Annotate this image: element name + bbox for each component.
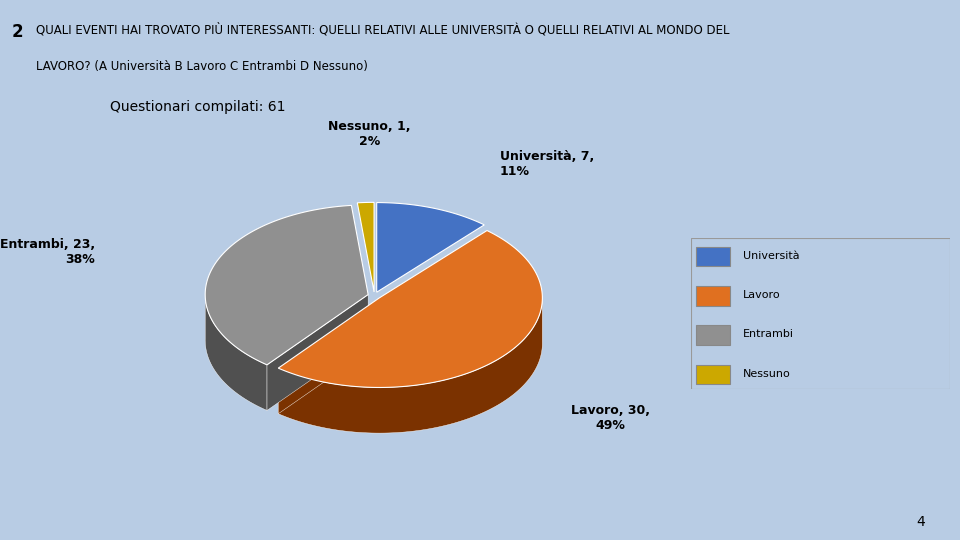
FancyBboxPatch shape	[696, 325, 730, 345]
Text: 4: 4	[917, 516, 925, 530]
Polygon shape	[205, 205, 368, 365]
FancyBboxPatch shape	[696, 286, 730, 306]
Text: Lavoro, 30,
49%: Lavoro, 30, 49%	[571, 404, 650, 432]
Polygon shape	[278, 296, 542, 433]
FancyBboxPatch shape	[696, 247, 730, 266]
Polygon shape	[267, 294, 368, 410]
Text: 2: 2	[12, 23, 23, 42]
Text: Entrambi, 23,
38%: Entrambi, 23, 38%	[0, 238, 95, 266]
Text: Questionari compilati: 61: Questionari compilati: 61	[110, 100, 286, 114]
Text: LAVORO? (A Università B Lavoro C Entrambi D Nessuno): LAVORO? (A Università B Lavoro C Entramb…	[36, 60, 369, 73]
Polygon shape	[278, 298, 379, 414]
Text: Lavoro: Lavoro	[743, 290, 780, 300]
Polygon shape	[205, 293, 267, 410]
Polygon shape	[376, 202, 484, 292]
Polygon shape	[278, 231, 542, 388]
Text: Nessuno, 1,
2%: Nessuno, 1, 2%	[328, 120, 411, 148]
Polygon shape	[357, 202, 374, 292]
Text: Università, 7,
11%: Università, 7, 11%	[500, 150, 594, 178]
FancyBboxPatch shape	[696, 364, 730, 384]
Text: Entrambi: Entrambi	[743, 329, 794, 339]
Text: Nessuno: Nessuno	[743, 369, 791, 379]
Text: Università: Università	[743, 251, 800, 261]
Text: QUALI EVENTI HAI TROVATO PIÙ INTERESSANTI: QUELLI RELATIVI ALLE UNIVERSITÀ O QUE: QUALI EVENTI HAI TROVATO PIÙ INTERESSANT…	[36, 23, 730, 37]
